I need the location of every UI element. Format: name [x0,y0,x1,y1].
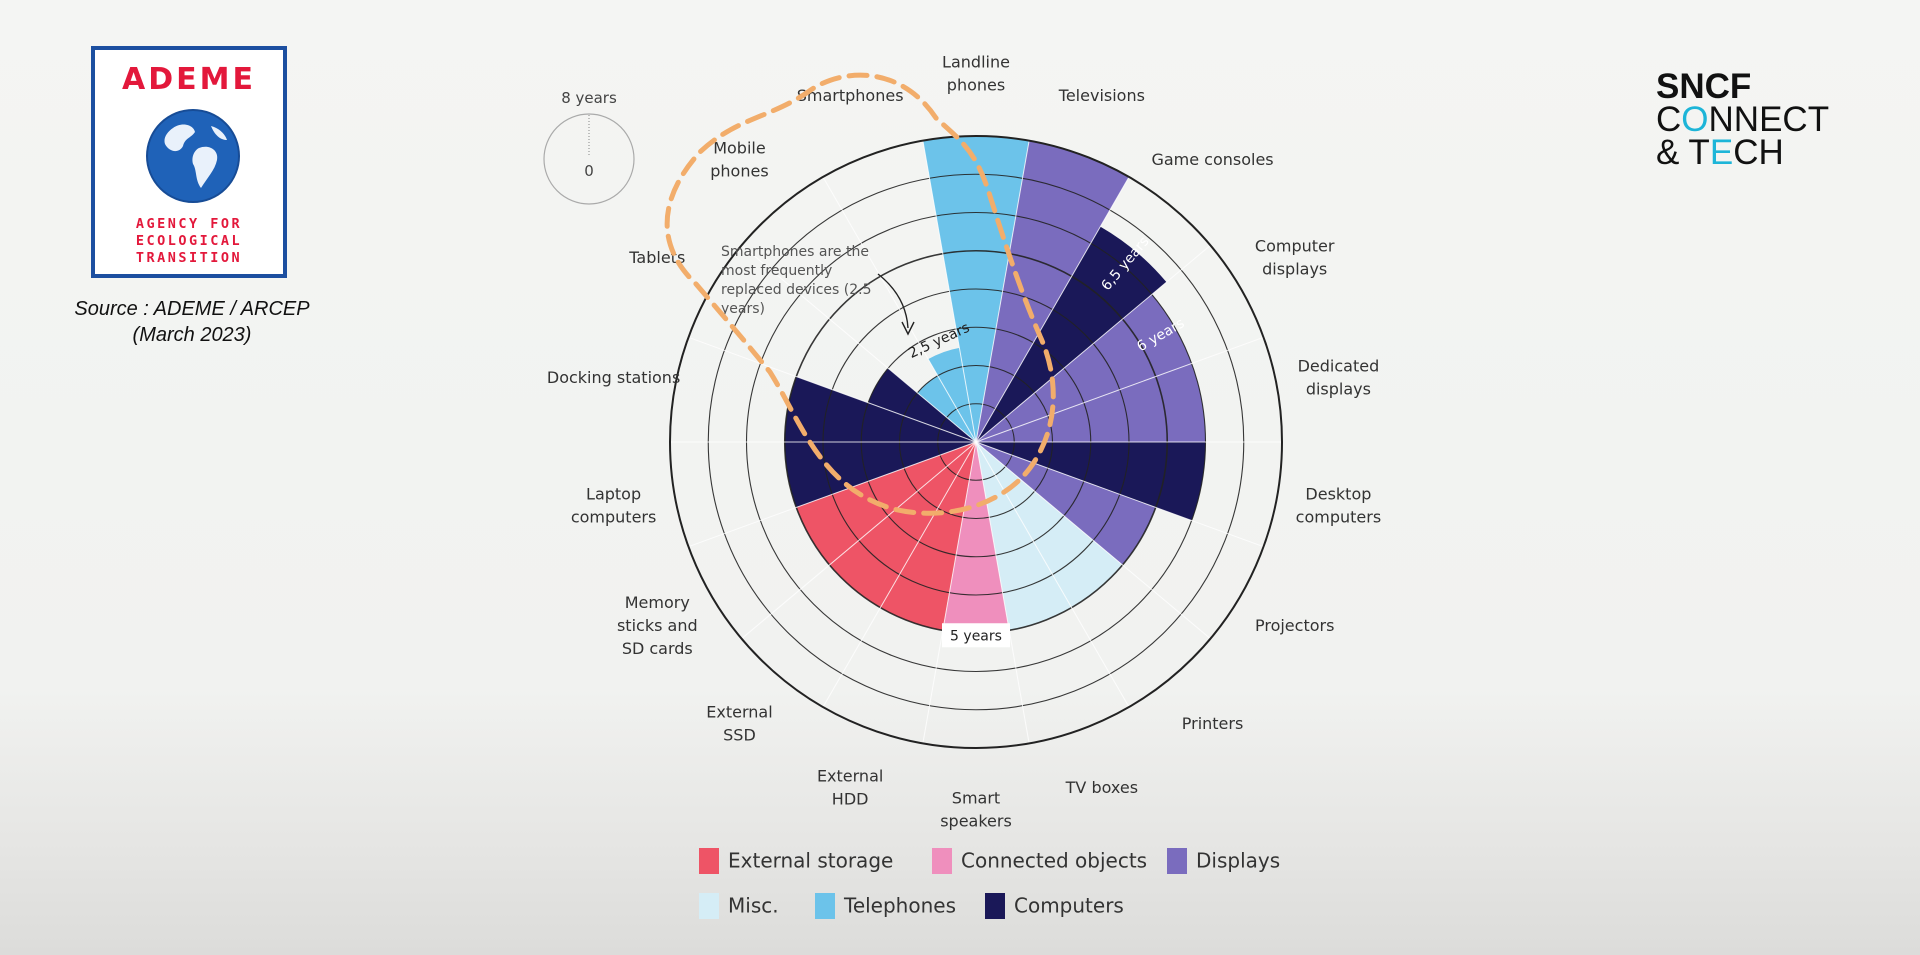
ademe-logo: ADEME AGENCY FOR ECOLOGICAL TRANSITION [91,46,287,278]
category-label-dedicated-displays: Dedicated displays [1298,356,1380,398]
grid-spoke [741,441,977,640]
grid-spoke [688,441,977,548]
chart-wedges [784,136,1206,634]
chart-grid [669,135,1283,749]
sncf-connect-tech-logo: SNCF CONNECT & TECH [1656,67,1830,172]
legend-swatch-external-storage [699,848,719,874]
legend-label-computers: Computers [1014,894,1124,918]
legend-label-misc: Misc. [728,894,779,918]
grid-spoke [822,176,977,443]
category-label-external-ssd: External SSD [706,702,772,744]
category-label-tv-boxes: TV boxes [1065,777,1138,796]
grid-spoke [822,441,977,708]
scale-legend-min: 0 [584,162,594,180]
highlight-outline [664,72,1056,516]
bar-docking-stations [784,376,976,442]
grid-spoke [975,441,1211,640]
grid-spoke [741,244,977,443]
category-label-computer-displays: Computer displays [1255,236,1335,278]
grid-spoke [975,176,1130,443]
annotation-text: Smartphones are the most frequently replac… [721,244,872,317]
category-label-docking-stations: Docking stations [547,368,680,387]
bar-smartphones [928,347,976,442]
legend-swatch-misc [699,893,719,919]
category-label-smart-speakers: Smart speakers [940,788,1012,830]
grid-spoke [922,140,977,443]
ring-label-bg [942,623,1010,648]
globe-icon [146,109,240,203]
bar-external-hdd [880,442,976,631]
bar-smart-speakers [942,442,1010,634]
legend-label-external-storage: External storage [728,849,893,873]
bar-mobile-phones [917,375,976,442]
bar-game-consoles [976,226,1167,442]
source-caption: Source : ADEME / ARCEP (March 2023) [40,296,344,348]
legend-swatch-computers [985,893,1005,919]
legend-label-connected-objects: Connected objects [961,849,1147,873]
category-label-projectors: Projectors [1255,616,1334,635]
bar-computer-displays [976,294,1192,442]
category-label-desktop-computers: Desktop computers [1296,484,1382,526]
bar-laptop-computers [784,442,976,508]
outer-ring [669,135,1283,749]
grid-spoke [975,336,1264,443]
grid-spoke [975,244,1211,443]
scale-legend-circle [543,113,635,205]
category-label-televisions: Televisions [1058,86,1145,105]
ademe-logo-title: ADEME [122,62,256,97]
grid-spoke [975,441,1030,744]
bar-projectors [976,442,1156,565]
legend-swatch-telephones [815,893,835,919]
legend-label-telephones: Telephones [843,894,956,918]
category-label-landline-phones: Landline phones [942,52,1010,94]
grid-spoke [975,441,1264,548]
legend-swatch-displays [1167,848,1187,874]
annotation-arrow [877,273,909,329]
category-label-mobile-phones: Mobile phones [710,138,768,180]
ring-label-5-years: 5 years [950,628,1002,644]
bar-televisions [976,140,1129,442]
scale-legend-max: 8 years [561,89,617,107]
bar-memory-sticks-and-sd-cards [796,442,976,565]
category-label-external-hdd: External HDD [817,766,883,808]
annotation-arrowhead [901,321,915,336]
category-label-memory-sticks-and-sd-cards: Memory sticks and SD cards [617,593,698,658]
legend-label-displays: Displays [1196,849,1280,873]
bar-tv-boxes [976,442,1072,631]
grid-spoke [975,140,1030,443]
category-label-game-consoles: Game consoles [1151,150,1273,169]
legend-swatch-connected-objects [932,848,952,874]
grid-spoke [688,336,977,443]
grid-spoke [975,441,1130,708]
category-label-printers: Printers [1182,713,1244,732]
ademe-logo-tagline: AGENCY FOR ECOLOGICAL TRANSITION [135,216,243,266]
category-label-laptop-computers: Laptop computers [571,484,657,526]
source-line: Source : ADEME / ARCEP [74,298,310,320]
chart-legend: External storage Connected objects Display… [699,848,1280,919]
source-date: (March 2023) [132,324,252,346]
bar-tablets [868,368,976,442]
bar-dedicated-displays [976,363,1206,442]
bar-external-ssd [829,442,976,608]
grid-spoke [922,441,977,744]
category-label-smartphones: Smartphones [797,86,904,105]
